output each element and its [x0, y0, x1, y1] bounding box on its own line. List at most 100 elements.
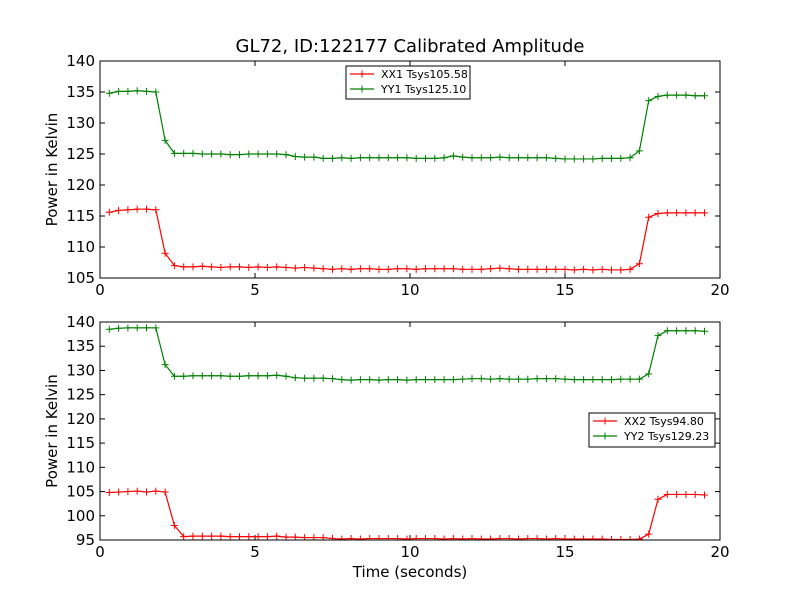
data-point [468, 375, 476, 383]
data-point [245, 150, 253, 158]
data-point [143, 87, 150, 95]
data-point [152, 206, 160, 214]
x-tick-label: 0 [95, 543, 105, 561]
data-point [635, 535, 643, 540]
data-point [533, 535, 541, 540]
data-point [645, 213, 653, 221]
data-point [319, 154, 327, 162]
legend-swatch-marker [601, 417, 609, 425]
data-point [115, 206, 123, 214]
data-point [198, 532, 206, 540]
data-point [515, 375, 522, 383]
data-point [403, 535, 411, 540]
data-point [180, 263, 188, 271]
data-point [682, 490, 690, 498]
data-point [468, 154, 476, 162]
data-point [282, 372, 290, 380]
data-point [356, 376, 364, 384]
data-point [422, 535, 429, 540]
y-tick-label: 130 [66, 114, 95, 132]
legend-entry: XX2 Tsys94.80 [624, 415, 704, 428]
data-point [542, 154, 550, 162]
data-point [282, 533, 290, 540]
data-point [552, 535, 560, 540]
plots-container: GL72, ID:122177 Calibrated Amplitude 0 5 10… [43, 36, 730, 581]
x-tick-label: 5 [250, 281, 260, 299]
data-point [440, 154, 448, 162]
data-point [626, 375, 634, 383]
y-tick-label: 115 [66, 434, 95, 452]
data-point [143, 205, 150, 213]
data-point [626, 154, 634, 162]
data-point [645, 530, 653, 538]
data-point [645, 97, 653, 105]
data-point [570, 535, 578, 540]
data-point [291, 374, 299, 382]
data-point [682, 209, 690, 217]
axes-frame [99, 60, 721, 279]
legend-entry: YY2 Tsys129.23 [623, 430, 709, 443]
legend-box [588, 412, 716, 448]
data-point [487, 375, 495, 383]
data-point [459, 375, 467, 383]
data-point [356, 265, 364, 273]
data-point [701, 209, 708, 217]
data-point [403, 154, 411, 162]
data-point [477, 375, 485, 383]
data-point [701, 92, 708, 100]
chart-title: GL72, ID:122177 Calibrated Amplitude [236, 36, 585, 57]
data-point [635, 147, 643, 155]
data-point [487, 535, 495, 540]
data-point [254, 533, 262, 540]
data-point [422, 265, 429, 273]
data-point [691, 92, 699, 100]
data-point [170, 521, 178, 529]
data-point [291, 264, 299, 272]
data-point [673, 91, 681, 99]
data-point [161, 136, 169, 144]
x-tick-label: 15 [555, 543, 574, 561]
data-point [552, 265, 560, 273]
data-point [273, 263, 281, 271]
data-point [617, 266, 625, 274]
y-tick-label: 110 [66, 238, 95, 256]
data-point [208, 532, 216, 540]
y-axis-label: Power in Kelvin [43, 113, 61, 227]
data-point [663, 490, 671, 498]
data-point [449, 376, 457, 384]
y-tick-label: 120 [66, 176, 95, 194]
data-point [412, 535, 420, 540]
data-point [301, 263, 309, 271]
data-point [496, 153, 504, 161]
data-point [180, 149, 188, 157]
data-point [217, 263, 225, 271]
data-point [505, 375, 513, 383]
data-point [412, 265, 420, 273]
legend: XX2 Tsys94.80 YY2 Tsys129.23 [588, 412, 716, 448]
data-point [496, 375, 504, 383]
legend-swatch-marker [358, 85, 366, 93]
data-point [589, 155, 597, 163]
data-point [412, 376, 420, 384]
data-point [673, 327, 681, 335]
data-point [422, 376, 429, 384]
data-point [524, 154, 532, 162]
data-point [542, 265, 550, 273]
x-tick-label: 15 [555, 281, 574, 299]
data-point [635, 375, 643, 383]
data-point [468, 535, 476, 540]
data-point [570, 155, 578, 163]
x-tick-label: 0 [95, 281, 105, 299]
data-point [394, 154, 402, 162]
data-point [263, 533, 271, 540]
data-point [496, 264, 504, 272]
data-point [375, 376, 383, 384]
y-axis-label: Power in Kelvin [43, 374, 61, 488]
data-point [384, 376, 392, 384]
data-point [291, 533, 299, 540]
data-point [682, 91, 690, 99]
data-point [477, 265, 485, 273]
data-point [329, 265, 336, 273]
data-point [561, 265, 569, 273]
